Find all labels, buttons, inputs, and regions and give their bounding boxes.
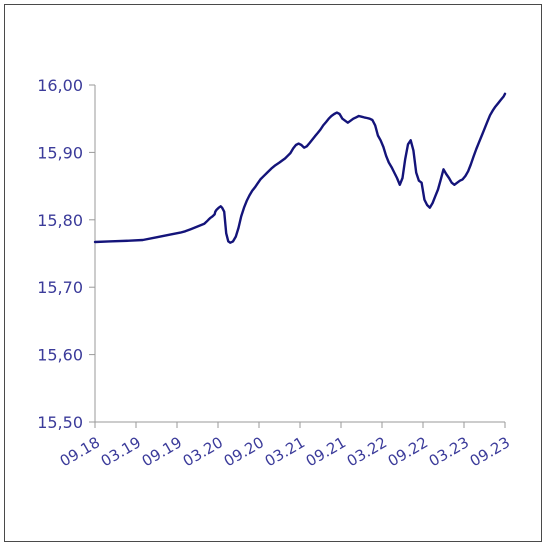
x-tick-label: 03.21 [262,433,308,470]
x-tick-label: 03.20 [180,433,226,470]
series-line-0 [93,92,507,244]
y-tick-label: 15,90 [37,143,83,162]
y-tick-label: 15,50 [37,413,83,432]
series-group [93,92,507,244]
y-tick-label: 15,80 [37,211,83,230]
y-tick-label: 15,70 [37,278,83,297]
chart-frame [4,4,542,542]
x-tick-label: 03.19 [98,433,144,470]
x-tick-label: 03.23 [426,433,472,470]
x-tick-label: 09.22 [385,433,431,470]
x-tick-label: 09.19 [139,433,185,470]
x-axis: 09.1803.1909.1903.2009.2003.2109.2103.22… [57,421,513,470]
y-axis: 15,50 15,60 15,70 15,80 15,90 16,00 [37,76,96,432]
x-tick-label: 09.21 [303,433,349,470]
x-tick-label: 09.23 [467,433,513,470]
x-tick-label: 09.20 [221,433,267,470]
y-tick-label: 15,60 [37,346,83,365]
x-tick-label: 09.18 [57,433,103,470]
y-tick-label: 16,00 [37,76,83,95]
x-tick-label: 03.22 [344,433,390,470]
